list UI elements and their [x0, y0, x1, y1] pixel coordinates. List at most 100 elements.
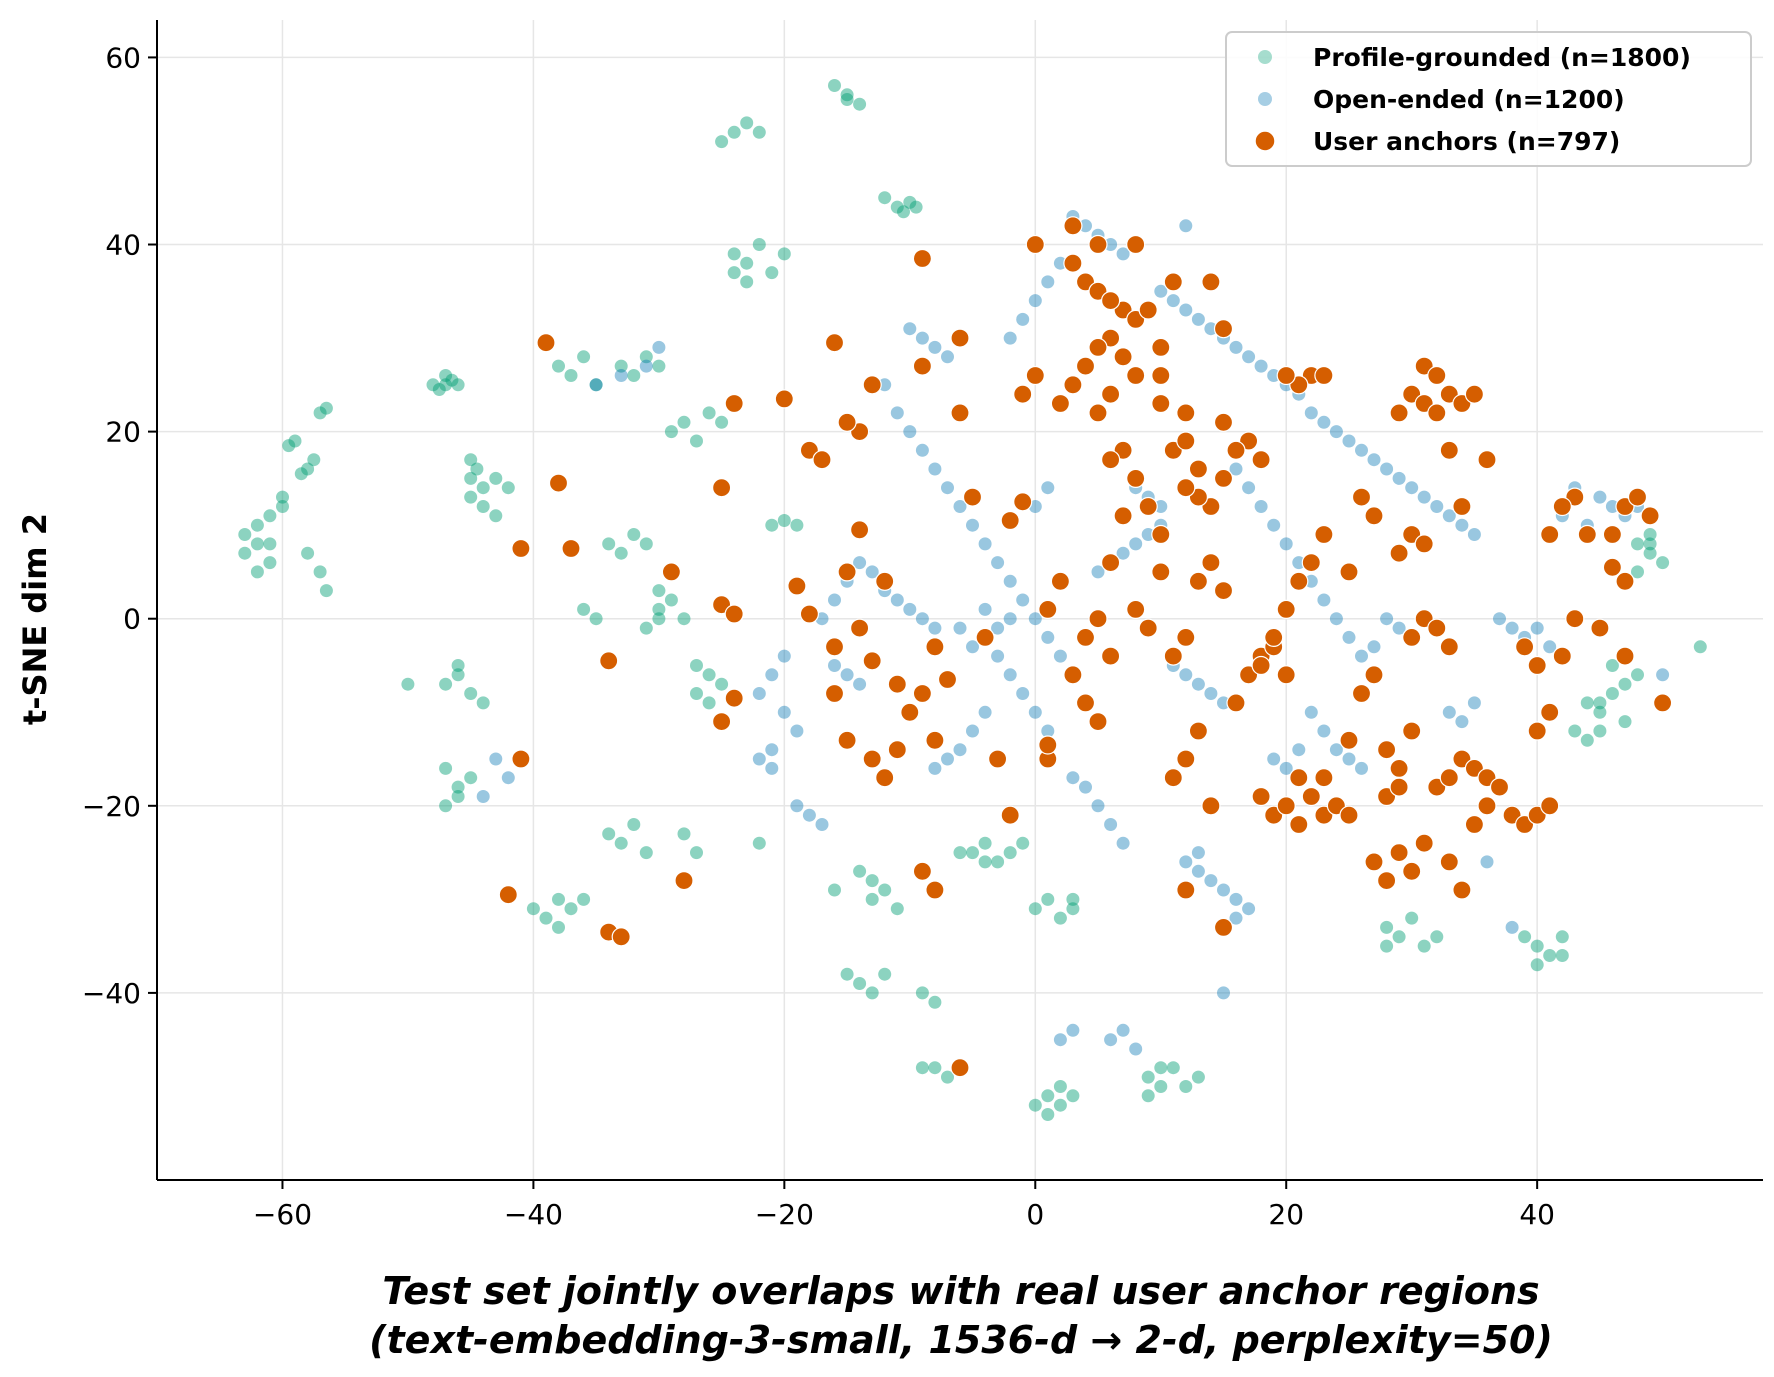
data-point [711, 711, 732, 732]
data-point [878, 883, 892, 897]
data-point [925, 637, 945, 657]
data-point [1540, 524, 1560, 545]
data-point [724, 688, 744, 708]
data-point [1126, 234, 1146, 255]
data-point [1053, 1033, 1067, 1047]
data-point [765, 266, 779, 280]
data-point [765, 518, 779, 532]
data-point [740, 116, 754, 130]
data-point [1000, 805, 1020, 825]
data-point [1063, 375, 1083, 395]
data-point [711, 478, 732, 498]
data-point [802, 808, 816, 822]
x-tick-label: 40 [1519, 1198, 1555, 1231]
legend-label-user-anchors: User anchors (n=797) [1313, 127, 1620, 156]
data-point [1066, 771, 1080, 785]
data-point [1213, 468, 1234, 488]
data-point [539, 911, 553, 925]
data-point [690, 687, 703, 700]
data-point [1016, 593, 1030, 607]
data-point [1439, 768, 1459, 788]
data-point [1003, 668, 1017, 682]
data-point [1176, 749, 1196, 769]
data-point [1113, 347, 1133, 367]
data-point [1530, 621, 1544, 635]
data-point [1264, 627, 1284, 648]
data-point [953, 846, 967, 860]
data-point [915, 986, 929, 1000]
data-point [862, 651, 882, 671]
legend-marker-user-anchors [1254, 130, 1276, 152]
data-point [865, 892, 879, 906]
data-point [439, 677, 453, 691]
legend-box [1225, 31, 1752, 167]
data-point [1289, 814, 1309, 835]
data-point [1229, 462, 1243, 476]
data-point [1427, 365, 1447, 386]
data-point [1380, 939, 1394, 953]
data-point [1063, 665, 1083, 685]
data-point [724, 604, 744, 624]
data-point [887, 740, 907, 760]
data-point [1038, 599, 1058, 620]
data-point [1141, 1089, 1155, 1103]
y-axis-label: t-SNE dim 2 [16, 513, 54, 725]
data-point [1355, 443, 1368, 457]
data-point [1191, 846, 1205, 860]
data-point [1229, 340, 1243, 354]
data-point [1038, 735, 1058, 755]
data-point [1364, 506, 1384, 526]
data-point [652, 612, 666, 626]
data-point [928, 995, 942, 1009]
data-point [1652, 693, 1673, 713]
data-point [1154, 500, 1168, 513]
data-point [627, 369, 641, 382]
legend-marker-open-ended [1258, 92, 1272, 106]
data-point [526, 902, 540, 916]
data-point [1104, 1033, 1118, 1047]
data-point [727, 125, 741, 139]
data-point [307, 453, 321, 467]
data-point [1656, 556, 1670, 570]
data-point [1530, 939, 1544, 953]
data-point [1053, 1098, 1067, 1112]
data-point [912, 356, 933, 376]
data-point [1166, 294, 1180, 308]
data-point [1154, 1061, 1168, 1075]
data-point [282, 439, 296, 453]
data-point [702, 406, 716, 420]
data-point [1091, 799, 1105, 813]
data-point [1176, 403, 1196, 423]
data-point [1367, 453, 1381, 467]
data-point [1201, 796, 1221, 816]
data-point [865, 874, 879, 888]
data-point [313, 406, 327, 420]
data-point [1154, 1080, 1168, 1093]
data-point [1003, 574, 1017, 588]
data-point [840, 668, 854, 682]
data-point [991, 649, 1005, 663]
data-point [1226, 440, 1246, 460]
data-point [1580, 696, 1594, 710]
data-point [614, 836, 628, 850]
data-point [1405, 481, 1419, 495]
data-point [1355, 761, 1368, 775]
data-point [890, 200, 904, 214]
data-point [1543, 949, 1557, 962]
data-point [1618, 677, 1632, 691]
data-point [1041, 724, 1055, 738]
data-point [941, 481, 954, 495]
data-point [602, 827, 616, 841]
data-point [552, 920, 565, 934]
data-point [912, 683, 933, 704]
data-point [1351, 487, 1372, 507]
data-point [715, 415, 729, 429]
data-point [912, 861, 933, 881]
data-point [1088, 609, 1108, 629]
axes [156, 20, 1763, 1181]
data-point [1493, 612, 1506, 626]
data-point [966, 724, 979, 738]
data-point [1254, 500, 1268, 513]
data-point [627, 528, 641, 541]
data-point [1276, 665, 1296, 685]
